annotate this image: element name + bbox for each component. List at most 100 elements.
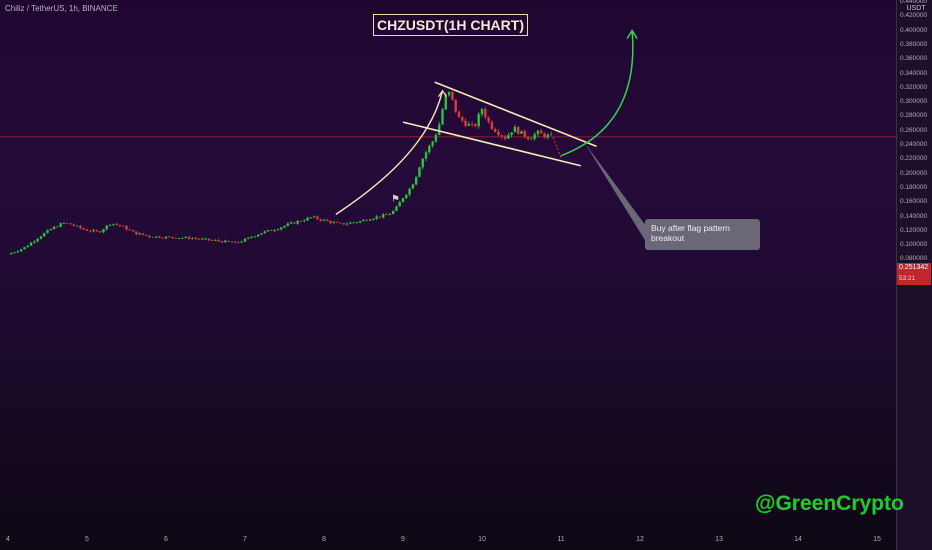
candle-up xyxy=(26,245,29,248)
candle-up xyxy=(191,238,194,240)
candle-up xyxy=(62,222,66,224)
candle-up xyxy=(418,167,421,177)
candle-up xyxy=(233,241,237,243)
candle-up xyxy=(164,236,168,239)
flag-icon: ⚑ xyxy=(391,194,400,205)
candle-up xyxy=(46,230,49,234)
candle-up xyxy=(253,236,257,238)
candle-up xyxy=(36,238,39,242)
candle-up xyxy=(349,222,352,224)
current-price-value: 0.251342 xyxy=(899,264,929,271)
parabolic-curve[interactable] xyxy=(335,90,444,215)
date-tick: 12 xyxy=(636,536,644,543)
price-tick: 0.140000 xyxy=(900,212,928,220)
candle-up xyxy=(444,95,447,110)
breakout-arrow[interactable] xyxy=(560,30,634,157)
watermark: @GreenCrypto xyxy=(755,492,904,515)
candle-down xyxy=(72,224,76,226)
price-tick: 0.220000 xyxy=(900,155,928,163)
candle-down xyxy=(299,220,303,222)
candle-down xyxy=(66,222,69,224)
candle-up xyxy=(549,134,553,136)
candle-down xyxy=(335,222,339,224)
candle-down xyxy=(148,235,151,237)
candle-up xyxy=(441,109,444,125)
candle-up xyxy=(16,251,20,253)
candle-up xyxy=(240,241,243,243)
candle-down xyxy=(484,109,487,118)
candle-up xyxy=(368,219,372,221)
candle-down xyxy=(454,99,457,112)
candle-up xyxy=(23,247,26,250)
candle-down xyxy=(122,225,125,227)
candle-up xyxy=(112,223,115,225)
candle-up xyxy=(322,219,326,221)
candle-down xyxy=(85,229,89,231)
candle-up xyxy=(43,233,46,237)
candle-down xyxy=(326,219,329,222)
candle-up xyxy=(467,123,471,126)
candle-up xyxy=(309,217,313,219)
projection-dotted-line[interactable] xyxy=(552,136,562,159)
curve-arrowhead xyxy=(438,89,447,97)
price-tick: 0.200000 xyxy=(900,169,928,177)
candle-down xyxy=(125,225,128,230)
candle-down xyxy=(526,136,530,140)
current-price-badge: 0.251342 53:21 xyxy=(897,263,931,285)
candle-up xyxy=(530,138,533,140)
candle-down xyxy=(141,233,145,235)
price-tick: 0.380000 xyxy=(900,40,928,48)
candle-down xyxy=(118,224,122,226)
candle-down xyxy=(79,225,82,229)
date-tick: 4 xyxy=(6,536,10,543)
candle-up xyxy=(355,222,359,224)
candle-up xyxy=(428,145,431,153)
price-tick: 0.280000 xyxy=(900,112,928,120)
candle-up xyxy=(414,176,418,185)
candle-up xyxy=(431,141,434,146)
candle-down xyxy=(497,131,500,136)
candle-down xyxy=(543,133,546,138)
candle-up xyxy=(59,223,62,227)
candle-down xyxy=(237,241,240,243)
date-tick: 15 xyxy=(873,536,881,543)
price-tick: 0.260000 xyxy=(900,126,928,134)
candle-down xyxy=(128,229,131,231)
candlestick-series xyxy=(10,91,553,255)
candle-up xyxy=(39,236,43,239)
candle-up xyxy=(263,231,266,234)
annotation-callout[interactable]: Buy after flag pattern breakout xyxy=(645,219,760,250)
flag-lower-trendline[interactable] xyxy=(402,121,581,167)
candle-down xyxy=(227,240,230,242)
symbol-info[interactable]: Chiliz / TetherUS, 1h, BINANCE xyxy=(5,4,118,13)
date-tick: 7 xyxy=(243,536,247,543)
candle-up xyxy=(477,114,480,127)
candle-down xyxy=(174,237,178,239)
flag-upper-trendline[interactable] xyxy=(434,81,597,148)
candle-up xyxy=(421,158,424,168)
price-tick: 0.120000 xyxy=(900,226,928,234)
candle-up xyxy=(49,228,52,231)
candle-up xyxy=(243,238,247,242)
candle-down xyxy=(230,241,234,243)
candle-up xyxy=(201,238,204,240)
trend-drawings xyxy=(335,29,660,245)
candle-up xyxy=(214,240,217,241)
candle-up xyxy=(411,184,415,189)
candle-timer: 53:21 xyxy=(899,275,916,282)
candle-down xyxy=(503,136,507,139)
candle-up xyxy=(362,219,365,222)
candle-up xyxy=(434,134,438,142)
candle-down xyxy=(135,231,138,235)
candle-down xyxy=(197,238,201,240)
candle-down xyxy=(115,223,118,225)
candle-up xyxy=(283,225,286,228)
candle-up xyxy=(273,230,276,231)
candle-up xyxy=(250,237,253,238)
candle-up xyxy=(10,253,13,255)
price-tick: 0.340000 xyxy=(900,69,928,77)
candle-down xyxy=(523,130,526,137)
candle-up xyxy=(424,152,428,159)
